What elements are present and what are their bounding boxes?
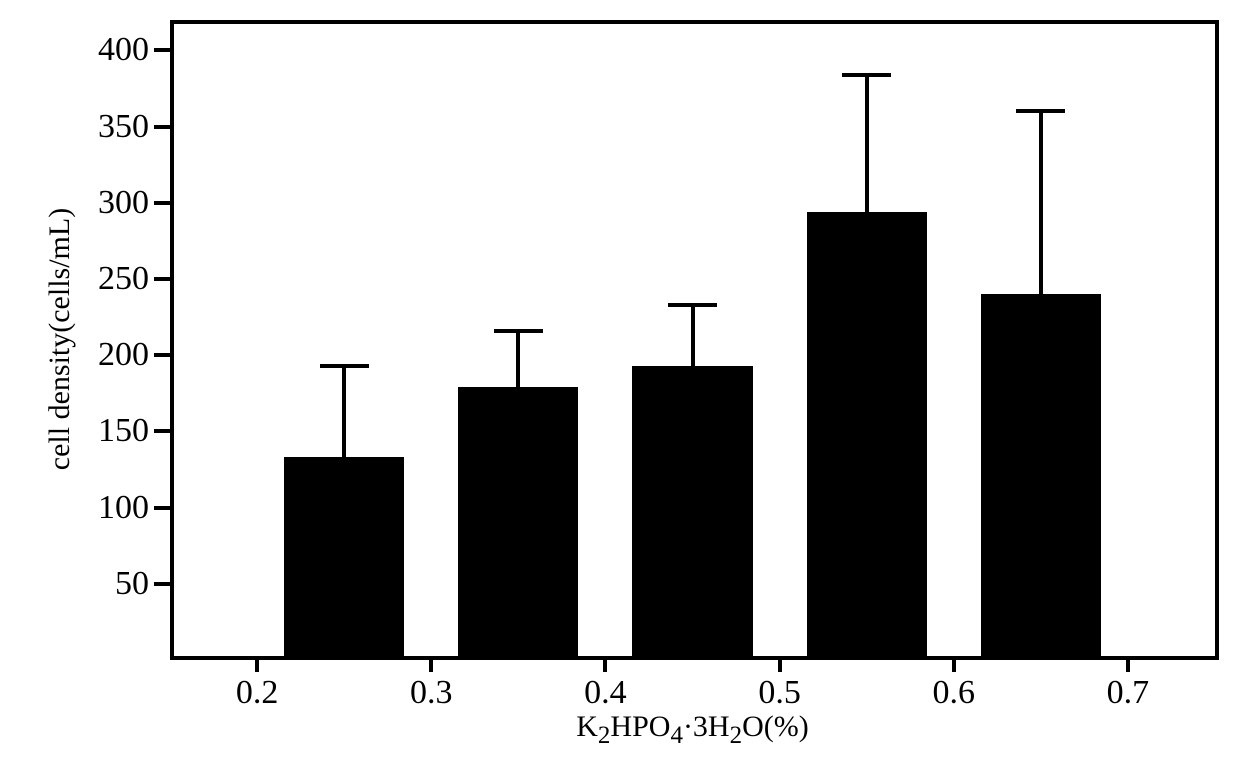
y-tick-mark bbox=[154, 125, 170, 129]
y-tick-label: 100 bbox=[59, 489, 149, 527]
y-tick-label: 300 bbox=[59, 184, 149, 222]
y-tick-label: 350 bbox=[59, 108, 149, 146]
y-tick-mark bbox=[154, 429, 170, 433]
bar bbox=[981, 294, 1101, 660]
error-bar-cap bbox=[1016, 109, 1065, 113]
y-tick-mark bbox=[154, 506, 170, 510]
x-tick-mark bbox=[1126, 660, 1130, 672]
y-tick-label: 150 bbox=[59, 412, 149, 450]
x-axis-label: K2HPO4·3H2O(%) bbox=[443, 710, 943, 750]
error-bar-cap bbox=[668, 303, 717, 307]
x-tick-label: 0.7 bbox=[1088, 674, 1168, 712]
x-tick-mark bbox=[952, 660, 956, 672]
x-tick-label: 0.4 bbox=[565, 674, 645, 712]
y-tick-label: 50 bbox=[59, 565, 149, 603]
x-tick-mark bbox=[603, 660, 607, 672]
y-tick-mark bbox=[154, 353, 170, 357]
error-bar-stem bbox=[516, 331, 520, 387]
y-tick-label: 200 bbox=[59, 336, 149, 374]
x-tick-label: 0.6 bbox=[914, 674, 994, 712]
error-bar-stem bbox=[691, 305, 695, 366]
error-bar-stem bbox=[865, 75, 869, 212]
error-bar-stem bbox=[342, 366, 346, 457]
bar bbox=[632, 366, 752, 660]
x-tick-label: 0.5 bbox=[740, 674, 820, 712]
error-bar-cap bbox=[320, 364, 369, 368]
y-tick-mark bbox=[154, 48, 170, 52]
error-bar-cap bbox=[842, 73, 891, 77]
y-tick-label: 250 bbox=[59, 260, 149, 298]
x-tick-mark bbox=[429, 660, 433, 672]
x-tick-label: 0.3 bbox=[391, 674, 471, 712]
plot-area-top bbox=[170, 20, 1215, 24]
y-tick-label: 400 bbox=[59, 31, 149, 69]
bar-chart: cell density(cells/mL) K2HPO4·3H2O(%) 50… bbox=[0, 0, 1240, 767]
x-tick-mark bbox=[255, 660, 259, 672]
bar bbox=[458, 387, 578, 660]
x-tick-label: 0.2 bbox=[217, 674, 297, 712]
error-bar-stem bbox=[1039, 111, 1043, 294]
x-tick-mark bbox=[778, 660, 782, 672]
error-bar-cap bbox=[494, 329, 543, 333]
y-tick-mark bbox=[154, 582, 170, 586]
bar bbox=[807, 212, 927, 660]
plot-area-right bbox=[1215, 20, 1219, 660]
y-tick-mark bbox=[154, 277, 170, 281]
y-tick-mark bbox=[154, 201, 170, 205]
bar bbox=[284, 457, 404, 660]
